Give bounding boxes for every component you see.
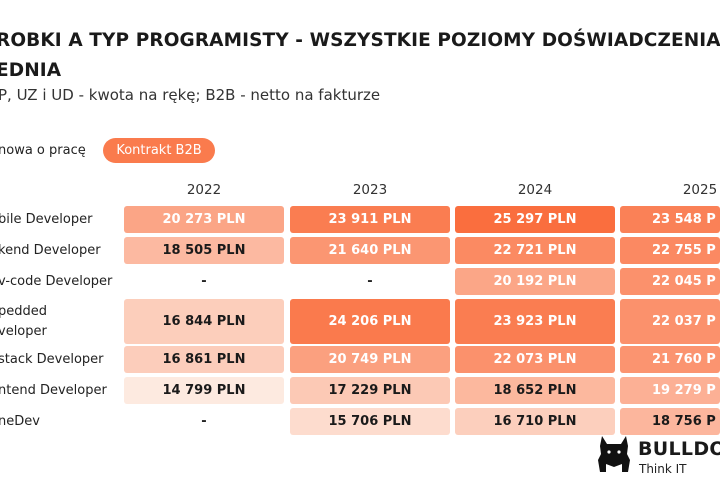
- contract-type-label: nowa o pracę: [0, 143, 86, 158]
- salary-cell: 23 923 PLN: [455, 299, 615, 344]
- salary-cell: -: [201, 274, 207, 289]
- salary-cell: 20 192 PLN: [455, 268, 615, 295]
- salary-cell: 24 206 PLN: [290, 299, 450, 344]
- row-label: neDev: [0, 413, 40, 429]
- bulldog-icon: [598, 436, 630, 472]
- row-label: pedded veloper: [0, 303, 48, 339]
- salary-cell: 22 037 P: [620, 299, 720, 344]
- salary-cell: 22 755 P: [620, 237, 720, 264]
- column-header-2024: 2024: [517, 182, 553, 198]
- salary-cell: 16 861 PLN: [124, 346, 284, 373]
- salary-cell: 25 297 PLN: [455, 206, 615, 233]
- row-label: stack Developer: [0, 351, 104, 367]
- salary-cell: 14 799 PLN: [124, 377, 284, 404]
- salary-cell: 18 652 PLN: [455, 377, 615, 404]
- salary-cell: 19 279 P: [620, 377, 720, 404]
- salary-cell: 18 505 PLN: [124, 237, 284, 264]
- chart-title: ROBKI A TYP PROGRAMISTY - WSZYSTKIE POZI…: [0, 26, 720, 86]
- chart-title-line2: EDNIA: [0, 60, 62, 81]
- salary-cell: 22 721 PLN: [455, 237, 615, 264]
- salary-cell: -: [201, 414, 207, 429]
- salary-cell: 21 760 P: [620, 346, 720, 373]
- salary-cell: 15 706 PLN: [290, 408, 450, 435]
- salary-cell: -: [367, 274, 373, 289]
- salary-cell: 20 273 PLN: [124, 206, 284, 233]
- row-label: kend Developer: [0, 242, 101, 258]
- salary-cell: 16 844 PLN: [124, 299, 284, 344]
- contract-type-pill[interactable]: Kontrakt B2B: [103, 138, 215, 163]
- column-header-2023: 2023: [352, 182, 388, 198]
- logo-tagline: Think IT: [639, 462, 687, 476]
- salary-cell: 18 756 P: [620, 408, 720, 435]
- salary-cell: 23 911 PLN: [290, 206, 450, 233]
- bulldogjob-logo: BULLDO Think IT: [596, 434, 720, 480]
- salary-cell: 22 073 PLN: [455, 346, 615, 373]
- salary-cell: 17 229 PLN: [290, 377, 450, 404]
- row-label: v-code Developer: [0, 273, 113, 289]
- chart-subtitle: P, UZ i UD - kwota na rękę; B2B - netto …: [0, 86, 381, 104]
- salary-cell: 20 749 PLN: [290, 346, 450, 373]
- salary-cell: 16 710 PLN: [455, 408, 615, 435]
- logo-name: BULLDO: [638, 438, 720, 460]
- salary-cell: 21 640 PLN: [290, 237, 450, 264]
- salary-cell: 23 548 P: [620, 206, 720, 233]
- salary-cell: 22 045 P: [620, 268, 720, 295]
- column-header-2022: 2022: [186, 182, 222, 198]
- column-header-2025: 2025: [682, 182, 718, 198]
- chart-title-line1: ROBKI A TYP PROGRAMISTY - WSZYSTKIE POZI…: [0, 30, 720, 51]
- row-label: bile Developer: [0, 211, 93, 227]
- row-label: ntend Developer: [0, 382, 107, 398]
